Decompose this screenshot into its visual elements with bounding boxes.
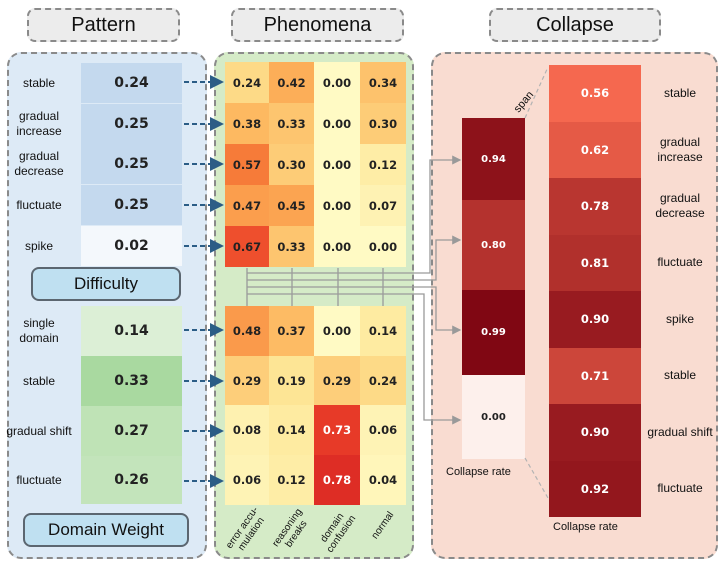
collapse-compact-cell: 0.94 [462,118,525,200]
domain-weight-title: Domain Weight [23,513,189,547]
difficulty-row-value: 0.24 [81,63,182,103]
phenomena-bottom-cell: 0.04 [360,455,406,505]
collapse-compact-cell: 0.99 [462,290,525,375]
phenomena-bottom-cell: 0.06 [225,455,269,505]
phenomena-top-cell: 0.34 [360,62,406,103]
collapse-big-cell: 0.92 [549,460,641,517]
difficulty-row-value: 0.25 [81,104,182,144]
domain-weight-row-value: 0.27 [81,406,182,456]
phenomena-top-cell: 0.45 [269,185,314,226]
phenomena-bottom-cell: 0.14 [269,405,314,455]
phenomena-top-cell: 0.00 [314,103,360,144]
phenomena-bottom-cell: 0.14 [360,306,406,356]
phenomena-top-cell: 0.00 [314,185,360,226]
connector-line [415,293,462,425]
phenomena-top-cell: 0.00 [314,62,360,103]
phenomena-bottom-cell: 0.12 [269,455,314,505]
difficulty-row-label: fluctuate [16,197,62,212]
compact-caption: Collapse rate [446,466,511,478]
domain-weight-row-value: 0.14 [81,306,182,356]
collapse-big-label: fluctuate [657,255,703,270]
collapse-big-label: gradual decrease [655,191,705,221]
collapse-big-cell: 0.71 [549,347,641,404]
phenomena-top-cell: 0.67 [225,226,269,267]
domain-weight-row-label: single domain [19,316,59,345]
connector-line [415,235,462,281]
phenomena-bottom-cell: 0.48 [225,306,269,356]
phenomena-bottom-cell: 0.29 [225,356,269,405]
pattern-header: Pattern [27,8,180,42]
span-guide [524,66,549,119]
collapse-big-label: stable [663,85,697,100]
phenomena-bottom-cell: 0.00 [314,306,360,356]
difficulty-row-value: 0.25 [81,144,182,184]
difficulty-title: Difficulty [31,267,181,301]
difficulty-row-value: 0.02 [81,226,182,266]
phenomena-bottom-cell: 0.78 [314,455,360,505]
phenomena-top-cell: 0.42 [269,62,314,103]
difficulty-row-label: spike [24,238,53,253]
collapse-big-cell: 0.78 [549,178,641,235]
collapse-compact-cell: 0.80 [462,200,525,290]
phenomena-top-cell: 0.07 [360,185,406,226]
phenomena-header: Phenomena [231,8,404,42]
domain-weight-row-label: stable [22,373,56,388]
domain-weight-row-label: fluctuate [16,472,62,487]
difficulty-row-label: gradual increase [16,109,62,138]
phenomena-top-cell: 0.33 [269,226,314,267]
phenomena-top-cell: 0.47 [225,185,269,226]
collapse-big-label: fluctuate [657,481,703,496]
phenomena-top-cell: 0.38 [225,103,269,144]
collapse-big-label: stable [663,368,697,383]
collapse-big-cell: 0.56 [549,65,641,122]
phenomena-top-cell: 0.57 [225,144,269,185]
collapse-compact-cell: 0.00 [462,375,525,459]
phenomena-bottom-cell: 0.37 [269,306,314,356]
collapse-big-cell: 0.90 [549,291,641,348]
phenomena-top-cell: 0.00 [360,226,406,267]
domain-weight-row-value: 0.26 [81,456,182,504]
collapse-big-cell: 0.81 [549,234,641,291]
difficulty-row-label: stable [22,75,56,90]
collapse-big-label: spike [665,311,694,326]
phenomena-top-cell: 0.00 [314,226,360,267]
collapse-header: Collapse [489,8,661,42]
phenomena-bottom-cell: 0.06 [360,405,406,455]
phenomena-bottom-cell: 0.29 [314,356,360,405]
span-guide [524,457,549,499]
domain-weight-row-value: 0.33 [81,356,182,406]
phenomena-bottom-cell: 0.08 [225,405,269,455]
phenomena-bottom-cell: 0.19 [269,356,314,405]
phenomena-top-cell: 0.30 [269,144,314,185]
collapse-big-cell: 0.90 [549,404,641,461]
difficulty-row-value: 0.25 [81,185,182,225]
phenomena-top-cell: 0.33 [269,103,314,144]
collapse-big-label: gradual shift [647,424,713,439]
collapse-big-label: gradual increase [657,134,703,164]
big-caption: Collapse rate [553,521,618,533]
collapse-big-cell: 0.62 [549,121,641,178]
connector-line [415,155,462,274]
phenomena-top-cell: 0.30 [360,103,406,144]
connector-line [415,286,462,335]
phenomena-top-cell: 0.12 [360,144,406,185]
phenomena-bottom-cell: 0.24 [360,356,406,405]
phenomena-bottom-cell: 0.73 [314,405,360,455]
domain-weight-row-label: gradual shift [6,423,72,438]
difficulty-row-label: gradual decrease [14,149,64,178]
phenomena-top-cell: 0.24 [225,62,269,103]
phenomena-top-cell: 0.00 [314,144,360,185]
